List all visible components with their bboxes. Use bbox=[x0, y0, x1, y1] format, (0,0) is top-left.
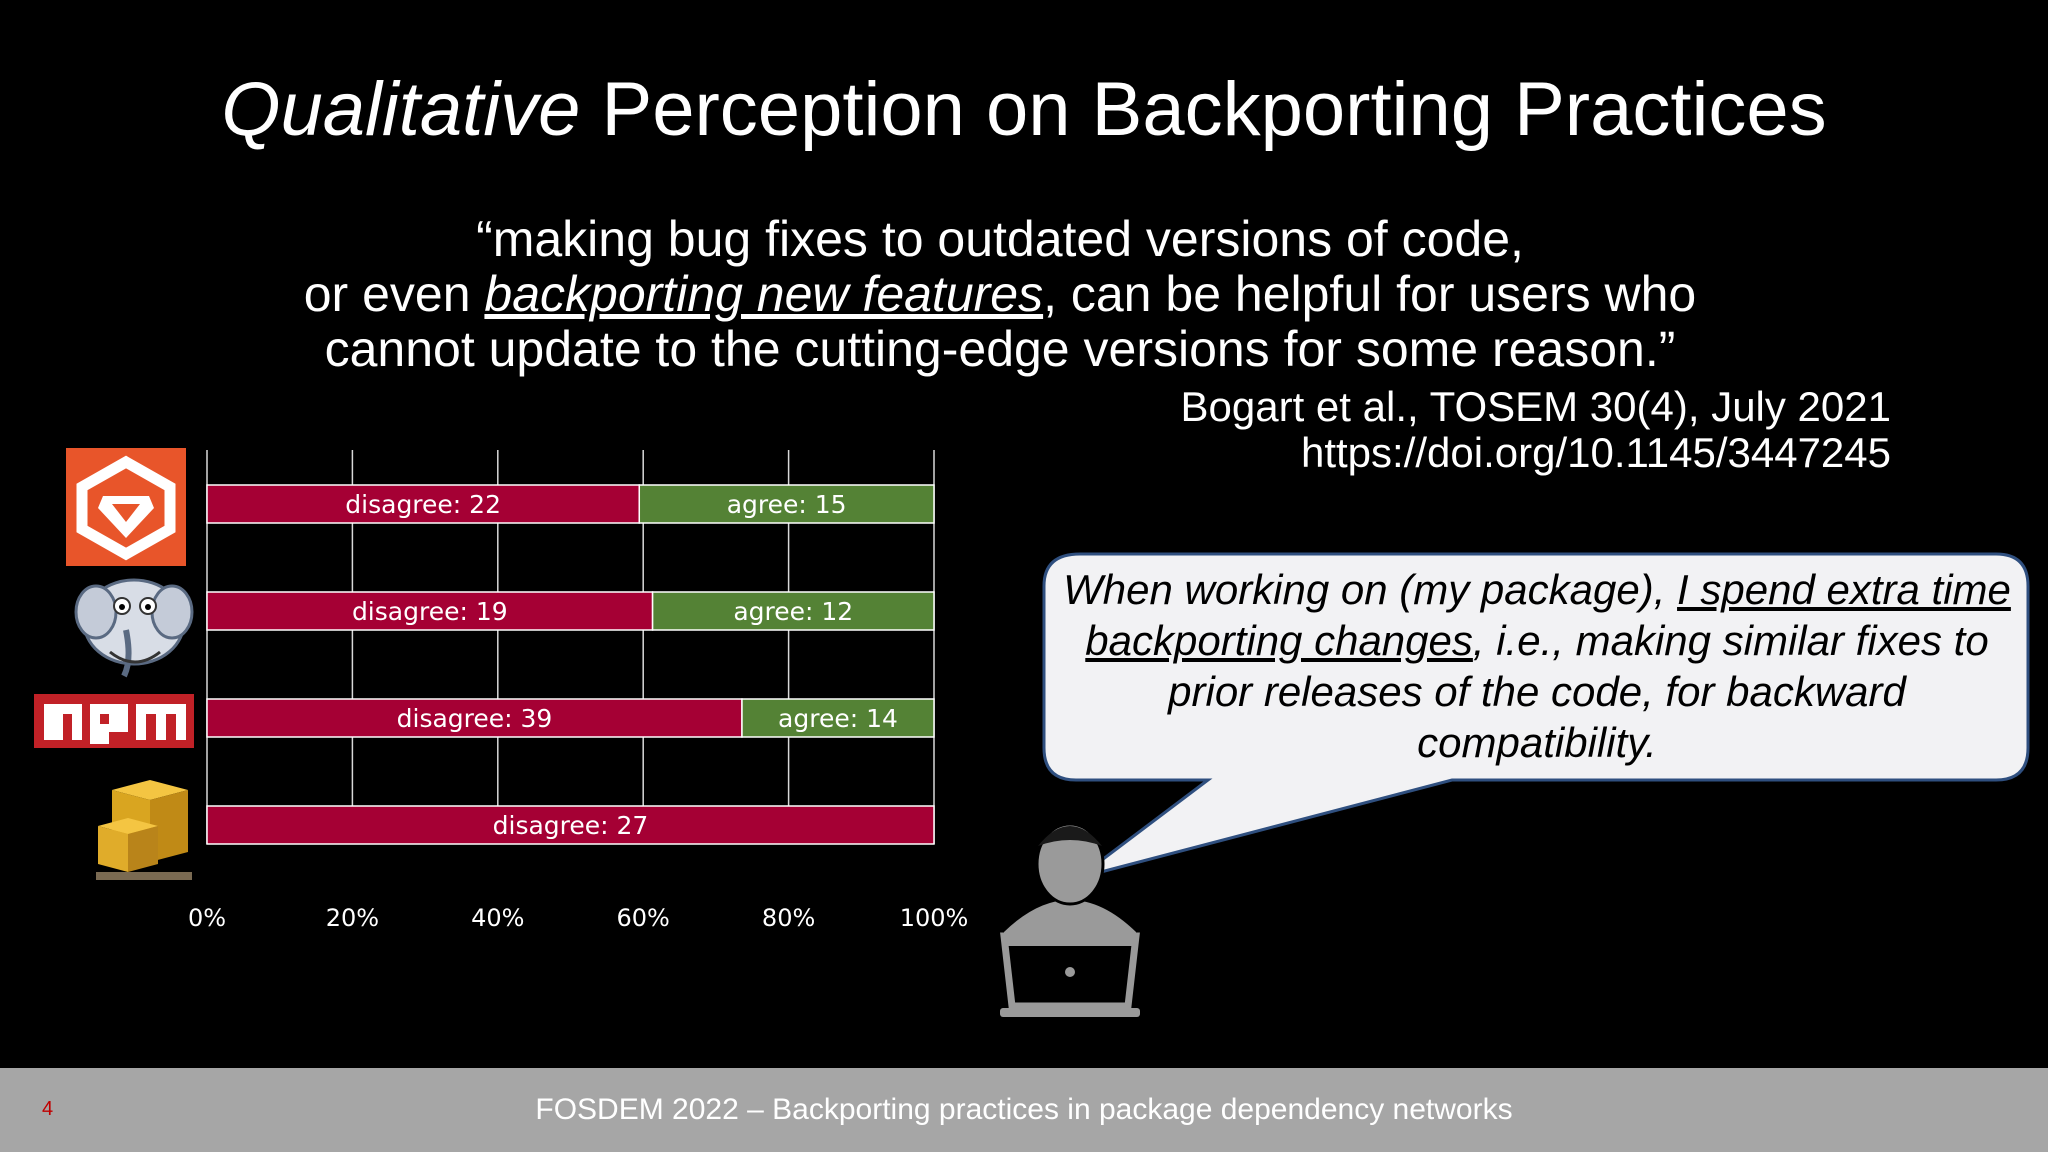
quote-line-2: or even backporting new features, can be… bbox=[220, 267, 1780, 322]
user-at-laptop-icon bbox=[1000, 822, 1140, 1017]
quote-line-2-post: , can be helpful for users who bbox=[1043, 266, 1697, 322]
disagree-data-label: disagree: 19 bbox=[352, 597, 508, 626]
quote-emphasis: backporting new features bbox=[484, 266, 1044, 322]
speech-bubble-text: When working on (my package), I spend ex… bbox=[1062, 564, 2012, 768]
quote: “making bug fixes to outdated versions o… bbox=[220, 212, 1780, 377]
cran-boxes-icon bbox=[96, 780, 192, 880]
agree-bar bbox=[741, 698, 935, 738]
disagree-bar bbox=[206, 591, 654, 631]
disagree-bar bbox=[206, 698, 743, 738]
disagree-data-label: disagree: 22 bbox=[345, 490, 501, 519]
rubygems-icon bbox=[66, 448, 186, 566]
disagree-data-label: disagree: 39 bbox=[397, 704, 553, 733]
x-tick-label: 20% bbox=[326, 904, 379, 932]
footer: 4 FOSDEM 2022 – Backporting practices in… bbox=[0, 1068, 2048, 1152]
x-tick-label: 100% bbox=[900, 904, 969, 932]
bubble-text-pre: When working on (my package), bbox=[1063, 566, 1678, 613]
title-rest: Perception on Backporting Practices bbox=[580, 67, 1827, 152]
citation: Bogart et al., TOSEM 30(4), July 2021 ht… bbox=[1181, 384, 1891, 476]
disagree-data-label: disagree: 27 bbox=[493, 811, 649, 840]
citation-reference: Bogart et al., TOSEM 30(4), July 2021 bbox=[1180, 383, 1891, 430]
bubble-text-post: , i.e., making similar fixes to prior re… bbox=[1168, 617, 1989, 766]
disagree-bar bbox=[206, 484, 641, 524]
quote-line-2-pre: or even bbox=[303, 266, 485, 322]
agree-data-label: agree: 12 bbox=[733, 597, 853, 626]
x-tick-label: 0% bbox=[188, 904, 226, 932]
agree-data-label: agree: 14 bbox=[778, 704, 898, 733]
agree-bar bbox=[651, 591, 935, 631]
bubble-text-emphasis: I spend extra time backporting changes bbox=[1085, 566, 2011, 664]
citation-doi-link[interactable]: https://doi.org/10.1145/3447245 bbox=[1300, 429, 1891, 476]
x-tick-label: 80% bbox=[762, 904, 815, 932]
cpan-icon bbox=[74, 578, 194, 678]
x-axis-ticks: 0% 20% 40% 60% 80% 100% bbox=[188, 904, 968, 932]
npm-logo bbox=[34, 694, 194, 748]
speech-bubble bbox=[1042, 552, 2030, 880]
slide-title: Qualitative Perception on Backporting Pr… bbox=[0, 62, 2048, 158]
stacked-bar-chart: disagree: 22 agree: 15 disagree: 19 agree: … bbox=[34, 448, 2030, 1017]
quote-line-3: cannot update to the cutting-edge versio… bbox=[324, 321, 1676, 377]
footer-text: FOSDEM 2022 – Backporting practices in p… bbox=[535, 1093, 1513, 1126]
x-tick-label: 60% bbox=[617, 904, 670, 932]
agree-bar bbox=[638, 484, 935, 524]
quote-line-1: “making bug fixes to outdated versions o… bbox=[476, 211, 1524, 267]
title-italic: Qualitative bbox=[221, 67, 581, 152]
agree-data-label: agree: 15 bbox=[727, 490, 847, 519]
page-number: 4 bbox=[42, 1098, 54, 1120]
x-tick-label: 40% bbox=[471, 904, 524, 932]
disagree-bar bbox=[206, 805, 935, 845]
chart-bars: disagree: 22 agree: 15 disagree: 19 agree: … bbox=[206, 484, 935, 845]
